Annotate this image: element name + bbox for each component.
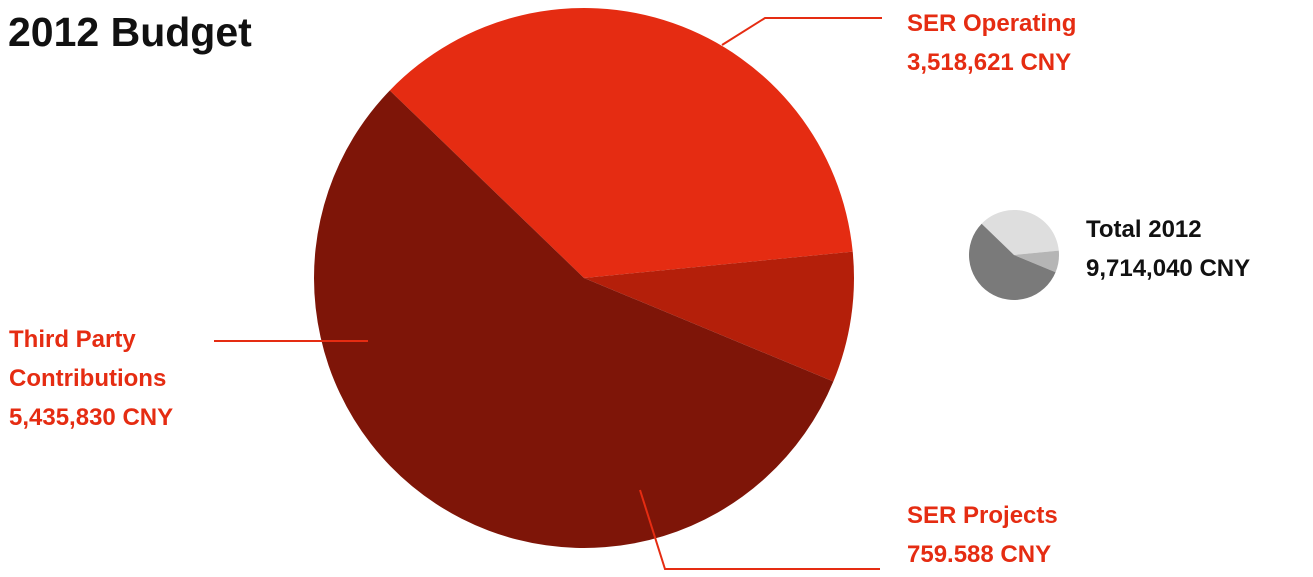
leader-line-operating — [721, 17, 882, 46]
slice-name-ser-operating: SER Operating — [907, 10, 1077, 37]
main-pie-slice-ser-operating — [389, 8, 853, 279]
total-mini-pie — [969, 210, 1059, 300]
mini-pie-slice-ser-projects — [1014, 250, 1059, 273]
chart-title: 2012 Budget — [8, 9, 252, 55]
mini-pie-slice-ser-operating — [981, 210, 1059, 255]
leader-line-projects — [639, 489, 880, 570]
label-ser-operating: SER Operating 3,518,621 CNY — [907, 4, 1076, 82]
slice-name-ser-projects: SER Projects — [907, 502, 1058, 529]
mini-pie-slice-third-party-contributions — [969, 223, 1056, 300]
main-pie — [314, 8, 854, 549]
label-ser-projects: SER Projects 759.588 CNY — [907, 496, 1058, 574]
slice-value-third-party: 5,435,830 CNY — [9, 404, 174, 431]
main-pie-slice-third-party-contributions — [314, 90, 834, 549]
slice-value-ser-projects: 759.588 CNY — [907, 541, 1052, 568]
label-total: Total 2012 9,714,040 CNY — [1086, 210, 1250, 288]
slice-name-third-party-line2: Contributions — [9, 365, 167, 392]
main-pie-slice-ser-projects — [584, 251, 854, 382]
label-third-party: Third Party Contributions 5,435,830 CNY — [9, 320, 173, 437]
slice-value-ser-operating: 3,518,621 CNY — [907, 49, 1072, 76]
slice-name-third-party-line1: Third Party — [9, 326, 136, 353]
total-label: Total 2012 — [1086, 216, 1202, 243]
total-value: 9,714,040 CNY — [1086, 255, 1251, 282]
